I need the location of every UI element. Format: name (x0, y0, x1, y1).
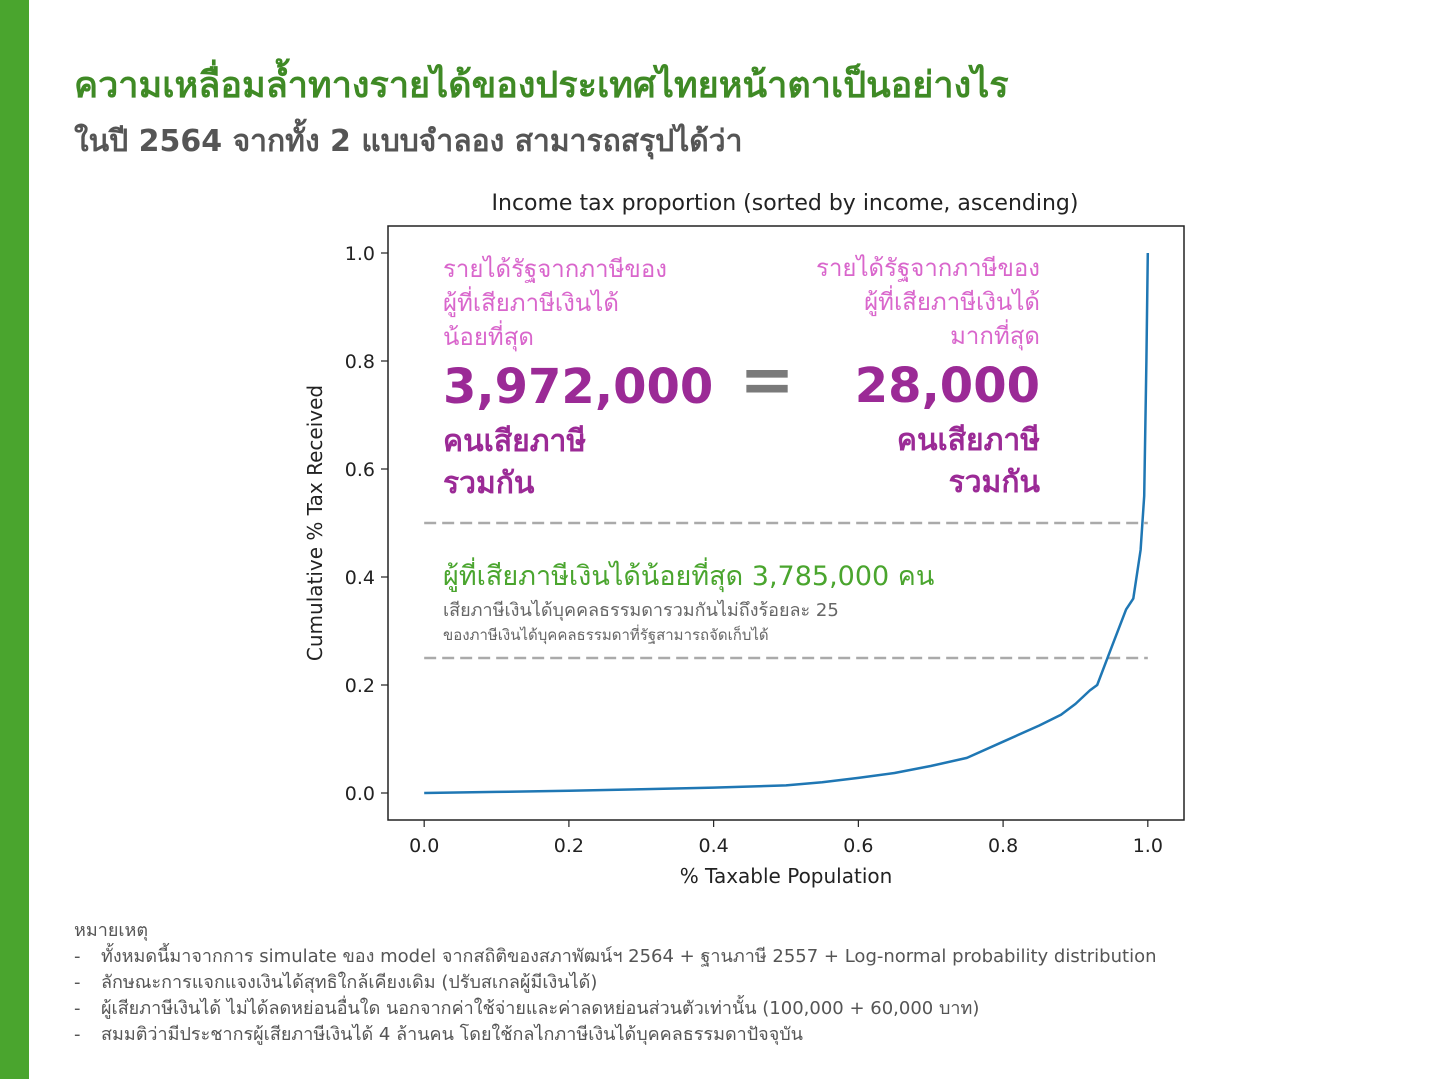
lower-callout: ผู้ที่เสียภาษีเงินได้น้อยที่สุด 3,785,00… (443, 557, 934, 645)
right-unit-line: รวมกัน (949, 465, 1041, 500)
y-tick-label: 0.8 (345, 351, 375, 373)
footnote-bullet: - (74, 998, 81, 1019)
x-tick-label: 1.0 (1133, 835, 1163, 857)
page-title: ความเหลื่อมล้ำทางรายได้ของประเทศไทยหน้าต… (74, 65, 1009, 106)
left-unit-line: คนเสียภาษี (443, 424, 586, 459)
x-axis: 0.0 0.2 0.4 0.6 0.8 1.0 (409, 820, 1163, 857)
right-label-line: มากที่สุด (950, 319, 1040, 351)
lower-headline: ผู้ที่เสียภาษีเงินได้น้อยที่สุด 3,785,00… (443, 557, 934, 593)
footnote-text: สมมติว่ามีประชากรผู้เสียภาษีเงินได้ 4 ล้… (101, 1024, 803, 1045)
chart-title: Income tax proportion (sorted by income,… (492, 191, 1079, 216)
series-group (424, 252, 1150, 795)
y-tick-label: 1.0 (345, 243, 375, 265)
footnote-bullet: - (74, 1024, 81, 1045)
x-tick-label: 0.6 (843, 835, 873, 857)
right-callout: รายได้รัฐจากภาษีของ ผู้ที่เสียภาษีเงินได… (816, 254, 1040, 500)
footnote-item: - สมมติว่ามีประชากรผู้เสียภาษีเงินได้ 4 ล… (74, 1022, 1404, 1048)
left-label-line: ผู้ที่เสียภาษีเงินได้ (443, 286, 619, 318)
footnote-item: - ผู้เสียภาษีเงินได้ ไม่ได้ลดหย่อนอื่นใด … (74, 996, 1404, 1022)
footnote-text: ลักษณะการแจกแจงเงินได้สุทธิใกล้เคียงเดิม… (101, 972, 598, 993)
right-label-line: ผู้ที่เสียภาษีเงินได้ (864, 285, 1040, 317)
y-tick-label: 0.0 (345, 783, 375, 805)
footnote-text: ผู้เสียภาษีเงินได้ ไม่ได้ลดหย่อนอื่นใด น… (101, 998, 980, 1019)
x-tick-label: 0.0 (409, 835, 439, 857)
y-tick-label: 0.2 (345, 675, 375, 697)
right-label-line: รายได้รัฐจากภาษีของ (816, 254, 1040, 282)
left-value: 3,972,000 (443, 359, 713, 415)
cumulative-tax-chart: Income tax proportion (sorted by income,… (303, 191, 1185, 888)
lower-note-line: เสียภาษีเงินได้บุคคลธรรมดารวมกันไม่ถึงร้… (443, 599, 839, 621)
equals-sign: = (739, 341, 794, 418)
right-value: 28,000 (855, 358, 1040, 414)
footnote-bullet: - (74, 972, 81, 993)
x-tick-label: 0.8 (988, 835, 1018, 857)
footnote-bullet: - (74, 946, 81, 967)
footnotes-list: - ทั้งหมดนี้มาจากการ simulate ของ model จ… (74, 944, 1404, 1048)
footnotes: หมายเหตุ - ทั้งหมดนี้มาจากการ simulate ขอ… (74, 918, 1404, 1048)
y-tick-label: 0.4 (345, 567, 375, 589)
y-axis: 0.0 0.2 0.4 0.6 0.8 1.0 (345, 243, 388, 805)
y-axis-label: Cumulative % Tax Received (303, 385, 327, 661)
left-callout: รายได้รัฐจากภาษีของ ผู้ที่เสียภาษีเงินได… (443, 255, 713, 501)
footnotes-heading: หมายเหตุ (74, 920, 149, 941)
left-label-line: รายได้รัฐจากภาษีของ (443, 255, 667, 283)
right-unit-line: คนเสียภาษี (897, 423, 1040, 458)
accent-sidebar (0, 0, 29, 1079)
footnote-text: ทั้งหมดนี้มาจากการ simulate ของ model จา… (101, 946, 1157, 967)
footnote-item: - ลักษณะการแจกแจงเงินได้สุทธิใกล้เคียงเดิ… (74, 970, 1404, 996)
x-tick-label: 0.2 (554, 835, 584, 857)
series-line (424, 252, 1150, 795)
page-subtitle: ในปี 2564 จากทั้ง 2 แบบจำลอง สามารถสรุปไ… (74, 124, 743, 159)
lower-note-line: ของภาษีเงินได้บุคคลธรรมดาที่รัฐสามารถจัด… (443, 624, 769, 645)
left-label-line: น้อยที่สุด (443, 320, 534, 352)
reference-lines (424, 521, 1148, 660)
plot-frame (387, 225, 1185, 821)
y-tick-label: 0.6 (345, 459, 375, 481)
footnote-item: - ทั้งหมดนี้มาจากการ simulate ของ model จ… (74, 944, 1404, 970)
x-axis-label: % Taxable Population (680, 864, 893, 888)
left-unit-line: รวมกัน (443, 466, 535, 501)
x-tick-label: 0.4 (699, 835, 729, 857)
